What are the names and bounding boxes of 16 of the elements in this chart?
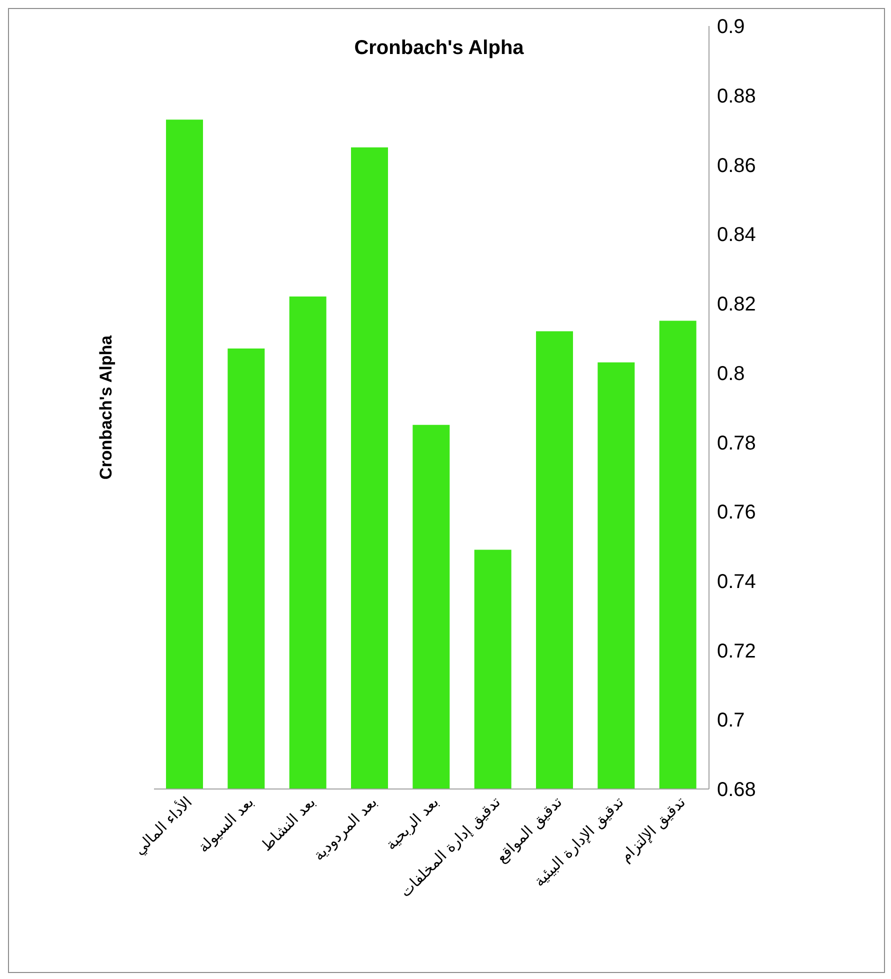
y-tick-label: 0.9 [717,16,745,38]
y-tick-label: 0.82 [717,294,756,316]
y-tick-label: 0.76 [717,502,756,524]
text: Cronbach's Alpha [354,37,524,60]
y-tick-label: 0.72 [717,640,756,662]
y-tick-label: 0.68 [717,779,756,802]
y-tick-label: 0.74 [717,571,756,594]
y-tick-label: 0.86 [717,154,756,177]
x-tick-label: بعد السيولة [194,793,258,856]
y-tick-label: 0.8 [717,362,745,385]
y-tick-label: 0.7 [717,710,745,732]
y-axis-title: Cronbach's Alpha [96,334,116,480]
y-tick-label: 0.84 [717,224,756,246]
y-tick-label: 0.78 [717,432,756,454]
y-tick-label: 0.88 [717,85,756,108]
x-tick-label: الأداء المالي [130,792,196,858]
